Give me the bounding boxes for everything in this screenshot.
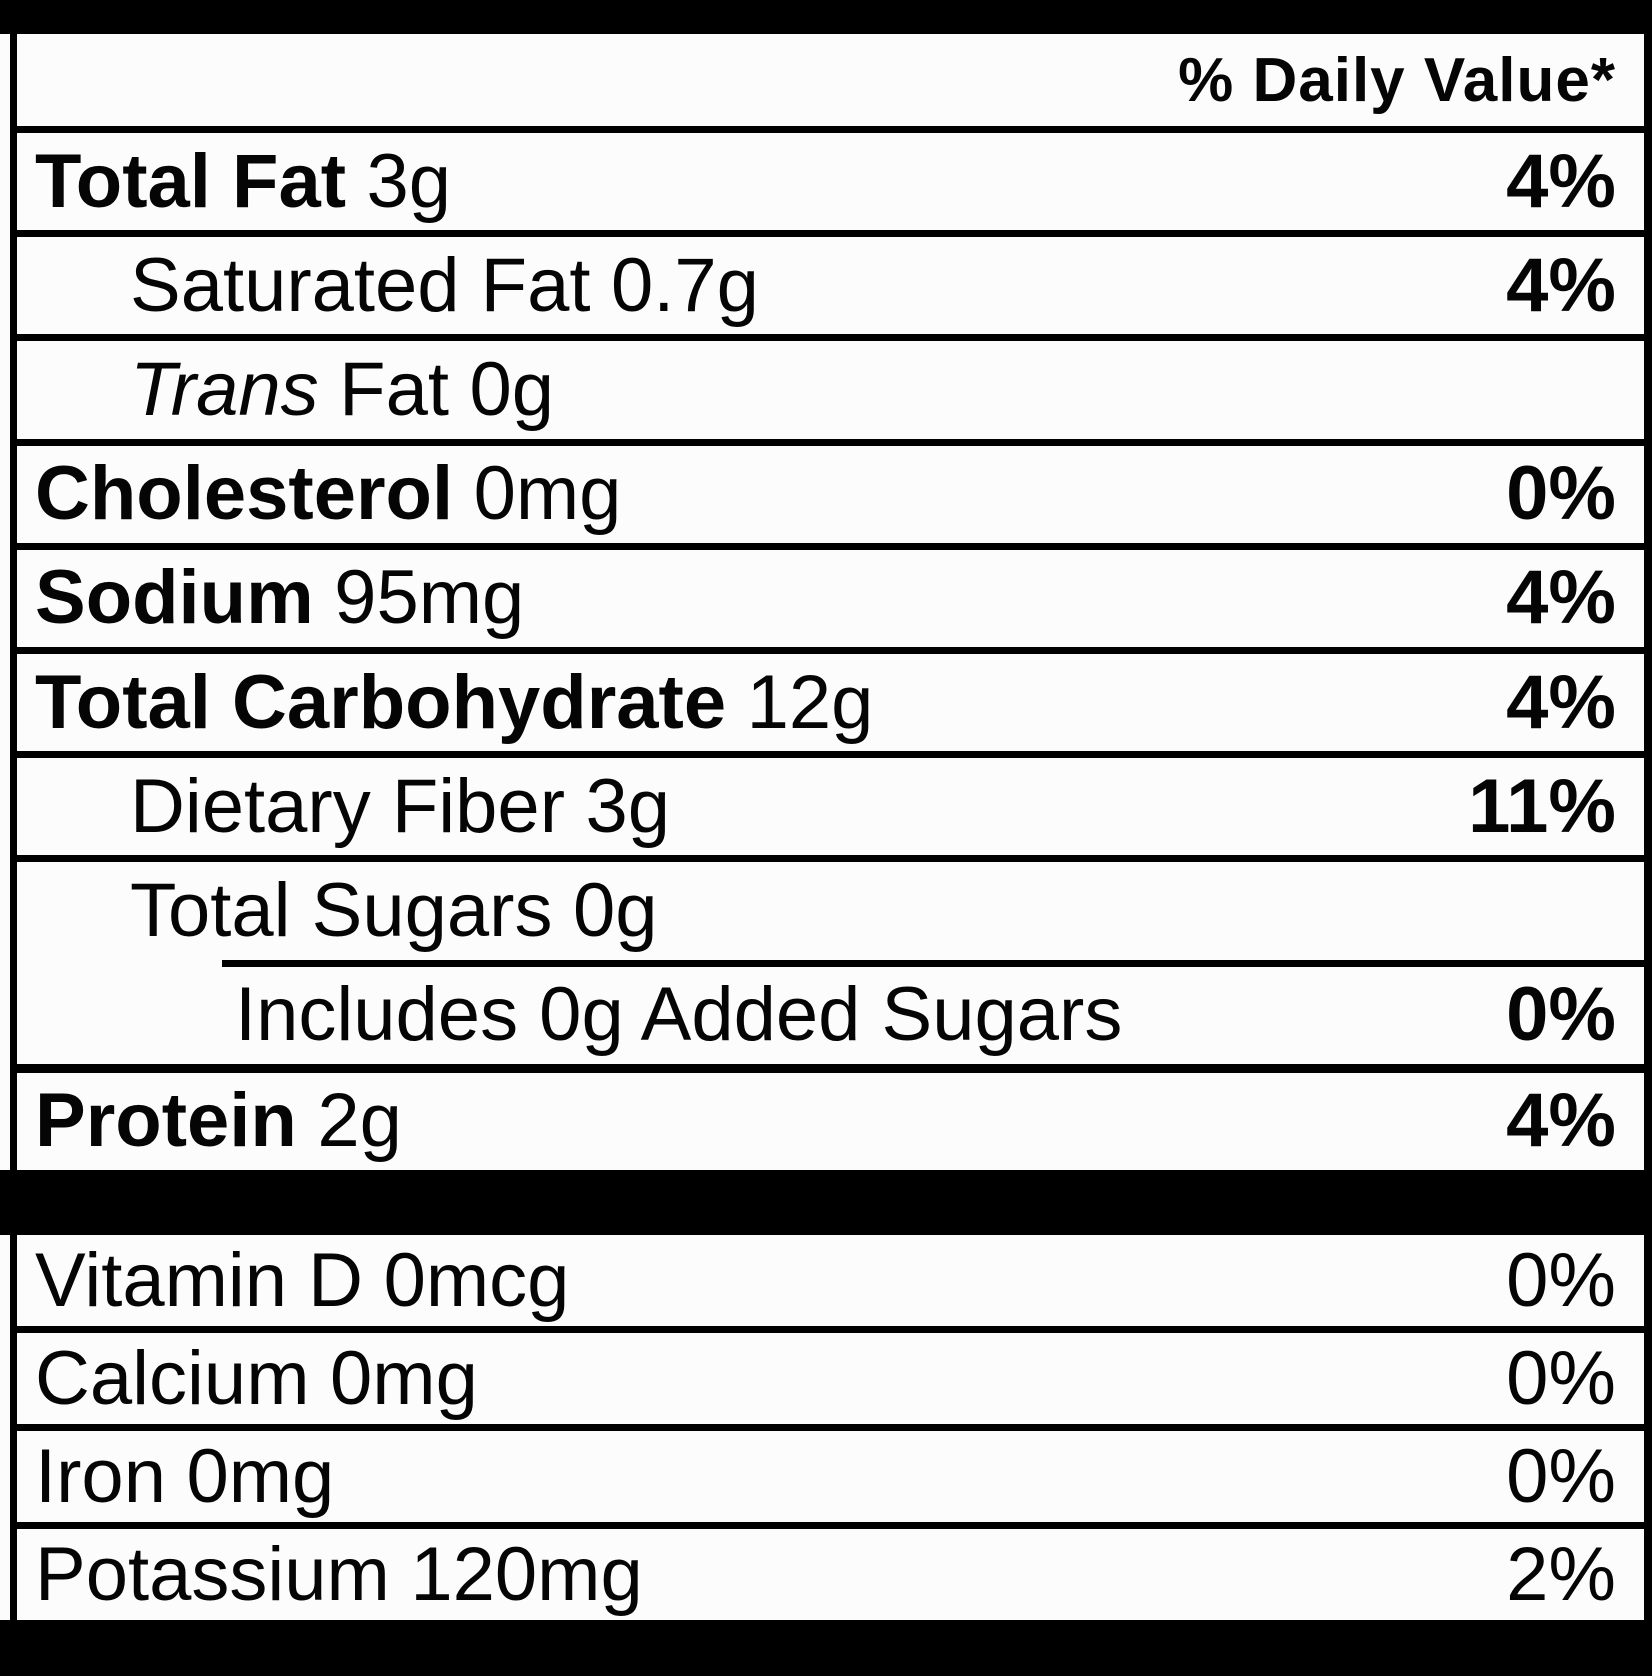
row-total-fat: Total Fat 3g 4% (17, 133, 1644, 230)
nutrient-label: Potassium (35, 1531, 390, 1617)
nutrient-amount: 0.7g (611, 242, 759, 328)
daily-value-percent: 0% (1506, 1433, 1616, 1519)
rule (17, 1063, 1644, 1073)
nutrient-label: Total Sugars (130, 868, 553, 954)
rule (17, 855, 1644, 863)
nutrient-name: Total Carbohydrate 12g (35, 659, 874, 745)
nutrient-label: Total Carbohydrate (35, 659, 727, 745)
nutrient-name: Sodium 95mg (35, 560, 524, 636)
nutrient-label: Saturated Fat (130, 242, 591, 328)
rule (17, 1326, 1644, 1333)
rule (17, 126, 1644, 133)
label-border-right (1644, 34, 1652, 1170)
main-panel-content: % Daily Value* Total Fat 3g 4% Saturated … (17, 34, 1644, 1170)
nutrient-label: Calcium (35, 1335, 310, 1421)
daily-value-percent: 4% (1506, 242, 1616, 328)
rule (17, 438, 1644, 446)
rule (17, 1522, 1644, 1529)
nutrient-name: Total Sugars 0g (130, 873, 658, 949)
label-border-left (10, 34, 17, 1170)
daily-value-percent: 4% (1506, 138, 1616, 224)
micronutrients-panel: Vitamin D 0mcg 0% Calcium 0mg 0% Iron 0mg 0… (0, 1235, 1652, 1620)
daily-value-percent: 11% (1468, 763, 1616, 849)
row-total-carbohydrate: Total Carbohydrate 12g 4% (17, 654, 1644, 751)
nutrient-label: Vitamin D (35, 1237, 364, 1323)
rule (17, 230, 1644, 238)
nutrient-name: Saturated Fat 0.7g (130, 242, 759, 328)
nutrient-amount: 0g (469, 347, 555, 432)
daily-value-percent: 4% (1506, 659, 1616, 745)
nutrient-name: Includes 0g Added Sugars (235, 977, 1122, 1053)
daily-value-percent: 0% (1506, 451, 1616, 537)
label-border-right (1644, 1235, 1652, 1620)
nutrient-amount: 12g (746, 659, 874, 745)
nutrient-amount: 2g (317, 1078, 402, 1164)
nutrient-name: Trans Fat 0g (130, 352, 554, 428)
daily-value-percent: 0% (1506, 1237, 1616, 1323)
daily-value-percent: 4% (1506, 1078, 1616, 1164)
nutrient-name: Protein 2g (35, 1083, 402, 1159)
nutrient-label: Protein (35, 1078, 297, 1164)
nutrient-label: Sodium (35, 555, 314, 641)
bottom-black-band (0, 1620, 1652, 1676)
thick-divider-band (0, 1170, 1652, 1235)
nutrient-amount: 0mcg (383, 1237, 570, 1323)
nutrition-main-panel: % Daily Value* Total Fat 3g 4% Saturated … (0, 34, 1652, 1170)
nutrient-name: Dietary Fiber 3g (130, 763, 671, 849)
daily-value-header: % Daily Value* (1178, 45, 1616, 115)
nutrient-name: Total Fat 3g (35, 138, 452, 224)
nutrient-label: Fat (339, 347, 449, 432)
nutrient-amount: 0mg (186, 1433, 335, 1519)
row-added-sugars: Includes 0g Added Sugars 0% (17, 967, 1644, 1064)
trans-italic-label: Trans (130, 347, 319, 432)
daily-value-percent: 0% (1506, 972, 1616, 1058)
rule-partial (222, 959, 1644, 967)
row-cholesterol: Cholesterol 0mg 0% (17, 446, 1644, 543)
row-dietary-fiber: Dietary Fiber 3g 11% (17, 758, 1644, 855)
nutrient-amount: 3g (585, 763, 671, 849)
micronutrients-content: Vitamin D 0mcg 0% Calcium 0mg 0% Iron 0mg 0… (17, 1235, 1644, 1620)
rule (17, 542, 1644, 550)
rule (17, 751, 1644, 759)
nutrient-amount: 120mg (410, 1531, 643, 1617)
row-saturated-fat: Saturated Fat 0.7g 4% (17, 237, 1644, 334)
nutrient-name: Potassium 120mg (35, 1531, 643, 1617)
daily-value-percent: 4% (1506, 555, 1616, 641)
daily-value-percent: 0% (1506, 1335, 1616, 1421)
row-trans-fat: Trans Fat 0g (17, 341, 1644, 438)
nutrient-label: Includes 0g Added Sugars (235, 972, 1123, 1058)
row-iron: Iron 0mg 0% (17, 1431, 1644, 1522)
row-vitamin-d: Vitamin D 0mcg 0% (17, 1235, 1644, 1326)
row-potassium: Potassium 120mg 2% (17, 1529, 1644, 1620)
top-black-band (0, 0, 1652, 34)
nutrient-amount: 3g (366, 138, 452, 224)
nutrient-label: Total Fat (35, 138, 347, 224)
daily-value-percent: 2% (1506, 1531, 1616, 1617)
rule (17, 1424, 1644, 1431)
row-protein: Protein 2g 4% (17, 1073, 1644, 1170)
nutrient-label: Cholesterol (35, 451, 454, 537)
nutrient-amount: 0mg (473, 451, 622, 537)
rule (17, 647, 1644, 655)
nutrient-label: Iron (35, 1433, 166, 1519)
nutrient-label: Dietary Fiber (130, 763, 565, 849)
nutrient-name: Calcium 0mg (35, 1335, 478, 1421)
row-sodium: Sodium 95mg 4% (17, 550, 1644, 647)
nutrient-amount: 95mg (334, 555, 525, 641)
label-border-left (10, 1235, 17, 1620)
nutrient-name: Iron 0mg (35, 1433, 335, 1519)
nutrient-name: Cholesterol 0mg (35, 456, 621, 532)
rule (17, 334, 1644, 342)
row-calcium: Calcium 0mg 0% (17, 1333, 1644, 1424)
nutrient-amount: 0mg (330, 1335, 478, 1421)
nutrient-amount: 0g (572, 868, 658, 954)
row-total-sugars: Total Sugars 0g (17, 862, 1644, 959)
nutrient-name: Vitamin D 0mcg (35, 1237, 570, 1323)
